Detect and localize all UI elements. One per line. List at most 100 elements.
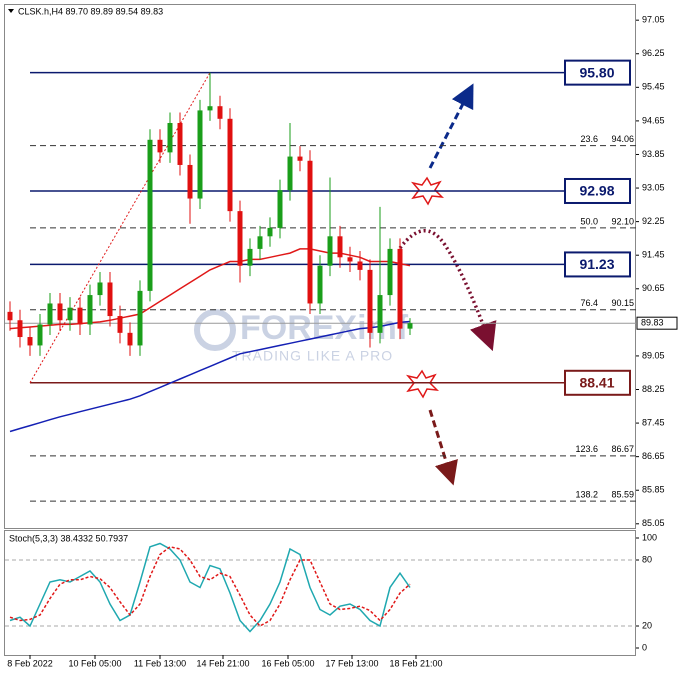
x-tick-label: 8 Feb 2022 bbox=[7, 658, 53, 668]
y-tick-label: 93.85 bbox=[642, 149, 665, 159]
y-tick-label: 93.05 bbox=[642, 182, 665, 192]
y-tick-label: 94.65 bbox=[642, 115, 665, 125]
menu-icon bbox=[8, 9, 14, 13]
candle-body bbox=[207, 106, 213, 111]
level-box bbox=[564, 251, 631, 278]
candle-body bbox=[267, 227, 273, 237]
candle-body bbox=[257, 236, 263, 249]
level-box bbox=[564, 369, 631, 396]
x-tick-label: 11 Feb 13:00 bbox=[134, 658, 186, 668]
candle-body bbox=[327, 236, 333, 266]
candle-body bbox=[167, 122, 173, 153]
candle-body bbox=[7, 311, 13, 321]
watermark-text: TRADING LIKE A PRO bbox=[232, 348, 393, 364]
candle-body bbox=[177, 122, 183, 165]
y-tick-label: 90.65 bbox=[642, 283, 665, 293]
last-price-box bbox=[636, 316, 678, 330]
candle-body bbox=[77, 307, 83, 325]
candle-body bbox=[57, 303, 63, 321]
level-label: 91.23 bbox=[579, 256, 614, 272]
y-tick-label: 100 bbox=[642, 532, 657, 542]
stoch-line bbox=[9, 545, 411, 627]
fib-ratio: 23.6 bbox=[580, 134, 598, 144]
candle-body bbox=[307, 160, 313, 304]
candle-body bbox=[107, 282, 113, 317]
y-tick-label: 0 bbox=[642, 642, 647, 652]
candle-body bbox=[367, 269, 373, 333]
candle-body bbox=[337, 236, 343, 258]
level-label: 95.80 bbox=[579, 64, 614, 80]
arrow-up bbox=[428, 83, 474, 169]
candle-body bbox=[227, 118, 233, 212]
candle-body bbox=[237, 211, 243, 266]
candle-body bbox=[407, 323, 413, 329]
y-tick-label: 96.25 bbox=[642, 48, 665, 58]
fib-value: 92.10 bbox=[611, 216, 634, 226]
burst bbox=[405, 369, 440, 399]
candle-body bbox=[137, 290, 143, 346]
x-tick-label: 14 Feb 21:00 bbox=[196, 658, 249, 668]
fib-ratio: 123.6 bbox=[575, 444, 598, 454]
arrow-down bbox=[428, 409, 458, 486]
candle-body bbox=[247, 248, 253, 266]
y-tick-label: 20 bbox=[642, 620, 652, 630]
y-tick-label: 95.45 bbox=[642, 82, 665, 92]
y-tick-label: 85.85 bbox=[642, 485, 665, 495]
candle-body bbox=[187, 164, 193, 199]
y-tick-label: 86.65 bbox=[642, 451, 665, 461]
level-box bbox=[564, 177, 631, 204]
candle-body bbox=[397, 248, 403, 329]
indicator-frame bbox=[4, 530, 636, 656]
indicator-title: Stoch(5,3,3) 38.4332 50.7937 bbox=[9, 533, 128, 543]
fib-value: 85.59 bbox=[611, 490, 634, 500]
y-tick-label: 91.45 bbox=[642, 250, 665, 260]
y-tick-label: 97.05 bbox=[642, 15, 665, 25]
fib-ratio: 76.4 bbox=[580, 298, 598, 308]
candle-body bbox=[67, 307, 73, 321]
y-tick-label: 88.25 bbox=[642, 384, 665, 394]
x-tick-label: 18 Feb 21:00 bbox=[389, 658, 442, 668]
y-tick-label: 92.25 bbox=[642, 216, 665, 226]
fib-ratio: 50.0 bbox=[580, 216, 598, 226]
fib-ratio: 138.2 bbox=[575, 490, 598, 500]
candle-body bbox=[387, 248, 393, 296]
fib-value: 90.15 bbox=[611, 298, 634, 308]
fib-value: 94.06 bbox=[611, 134, 634, 144]
x-tick-label: 10 Feb 05:00 bbox=[68, 658, 121, 668]
last-price-label: 89.83 bbox=[641, 318, 664, 328]
moving-average bbox=[9, 320, 411, 433]
candle-body bbox=[97, 282, 103, 296]
candle-body bbox=[127, 332, 133, 346]
candle-body bbox=[377, 295, 383, 333]
y-tick-label: 87.45 bbox=[642, 417, 665, 427]
candle-body bbox=[297, 156, 303, 161]
annotations bbox=[398, 83, 497, 486]
candle-body bbox=[87, 295, 93, 325]
candle-body bbox=[157, 139, 163, 153]
fib-value: 86.67 bbox=[611, 444, 634, 454]
stoch-line bbox=[9, 542, 411, 633]
level-label: 92.98 bbox=[579, 183, 614, 199]
candle-body bbox=[347, 257, 353, 262]
level-label: 88.41 bbox=[579, 374, 614, 390]
candle-body bbox=[37, 324, 43, 346]
arrow-curve bbox=[398, 229, 497, 352]
candle-body bbox=[277, 190, 283, 228]
watermark-text: FOREXimf bbox=[240, 309, 409, 347]
candle-body bbox=[197, 110, 203, 199]
candle-body bbox=[17, 320, 23, 338]
candle-body bbox=[147, 139, 153, 291]
candle-body bbox=[217, 106, 223, 119]
candle-body bbox=[27, 337, 33, 346]
candle-body bbox=[117, 316, 123, 333]
candle-body bbox=[287, 156, 293, 191]
moving-average bbox=[9, 248, 411, 330]
y-tick-label: 85.05 bbox=[642, 518, 665, 528]
x-tick-label: 16 Feb 05:00 bbox=[261, 658, 314, 668]
level-box bbox=[564, 59, 631, 86]
x-tick-label: 17 Feb 13:00 bbox=[325, 658, 378, 668]
main-frame bbox=[4, 4, 636, 529]
candle-body bbox=[317, 265, 323, 304]
